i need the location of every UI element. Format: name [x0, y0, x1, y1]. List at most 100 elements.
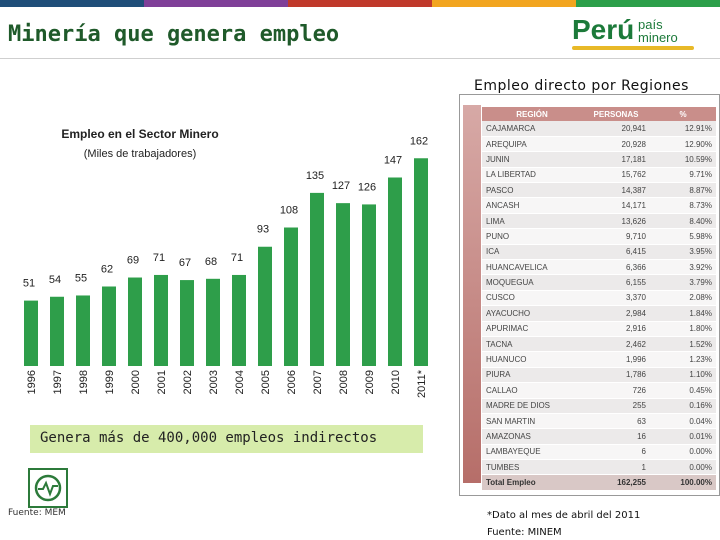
percent-cell: 0.04%	[650, 413, 716, 430]
table-row: PUNO 9,710 5.98%	[482, 228, 716, 245]
table-row: CUSCO 3,370 2.08%	[482, 290, 716, 307]
persons-cell: 6,155	[582, 274, 650, 291]
table-side-strip	[463, 105, 481, 483]
banner-text: Genera más de 400,000 empleos indirectos	[40, 430, 378, 446]
percent-cell: 0.00%	[650, 444, 716, 461]
table-row: HUANCAVELICA 6,366 3.92%	[482, 259, 716, 276]
category-label-2006: 2006	[286, 370, 298, 394]
mem-emblem-icon	[34, 474, 62, 502]
top-bar-segment	[144, 0, 288, 7]
persons-cell: 1,996	[582, 351, 650, 368]
bar-2008	[336, 203, 350, 366]
column-header-region: REGIÓN	[482, 107, 582, 121]
bar-2007	[310, 192, 324, 366]
percent-cell: 12.91%	[650, 121, 716, 137]
logo-line2: minero	[638, 30, 678, 45]
page-title: Minería que genera empleo	[8, 22, 340, 47]
regions-table-panel: REGIÓN PERSONAS % CAJAMARCA 20,941 12.91% A…	[459, 94, 720, 496]
bar-2003	[206, 278, 220, 366]
table-header-row: REGIÓN PERSONAS %	[482, 107, 716, 121]
value-label-1996: 51	[23, 278, 35, 290]
persons-cell: 13,626	[582, 213, 650, 230]
region-cell: LA LIBERTAD	[482, 167, 582, 184]
bar-2002	[180, 280, 194, 366]
persons-cell: 1	[582, 459, 650, 476]
percent-cell: 0.00%	[650, 459, 716, 476]
column-header-percent: %	[650, 107, 716, 121]
region-cell: JUNIN	[482, 151, 582, 168]
bar-1997	[50, 296, 64, 366]
top-bar-segment	[0, 0, 144, 7]
percent-cell: 0.16%	[650, 398, 716, 414]
category-label-2010: 2010	[390, 370, 402, 394]
persons-cell: 16	[582, 428, 650, 445]
source-left: Fuente: MEM	[8, 508, 66, 518]
regions-table-body: CAJAMARCA 20,941 12.91% AREQUIPA 20,928 12.90…	[482, 121, 716, 491]
table-row: TACNA 2,462 1.52%	[482, 336, 716, 353]
region-cell: TACNA	[482, 336, 582, 353]
category-label-2005: 2005	[260, 370, 272, 394]
bar-1999	[102, 286, 116, 366]
percent-cell: 12.90%	[650, 136, 716, 153]
table-row: JUNIN 17,181 10.59%	[482, 151, 716, 168]
region-cell: HUANUCO	[482, 351, 582, 368]
percent-cell: 1.80%	[650, 321, 716, 337]
top-color-bar	[0, 0, 720, 7]
value-label-1999: 62	[101, 263, 113, 275]
table-row: ICA 6,415 3.95%	[482, 244, 716, 261]
region-cell: CUSCO	[482, 290, 582, 307]
table-row: AREQUIPA 20,928 12.90%	[482, 136, 716, 153]
category-label-2004: 2004	[234, 370, 246, 394]
region-cell: MOQUEGUA	[482, 274, 582, 291]
source-right: Fuente: MINEM	[487, 527, 562, 538]
total-percent: 100.00%	[650, 474, 716, 491]
persons-cell: 20,941	[582, 121, 650, 137]
region-cell: ANCASH	[482, 197, 582, 214]
table-row: LA LIBERTAD 15,762 9.71%	[482, 167, 716, 184]
top-bar-segment	[288, 0, 432, 7]
chart-subtitle: (Miles de trabajadores)	[84, 148, 197, 160]
value-label-2008: 127	[332, 180, 350, 192]
value-label-2006: 108	[280, 205, 298, 217]
value-label-2009: 126	[358, 181, 376, 193]
category-label-1998: 1998	[78, 370, 90, 394]
category-label-2011*: 2011*	[416, 369, 428, 398]
percent-cell: 0.01%	[650, 428, 716, 445]
persons-cell: 255	[582, 398, 650, 414]
category-label-1999: 1999	[104, 370, 116, 394]
value-label-1997: 54	[49, 274, 61, 286]
persons-cell: 6	[582, 444, 650, 461]
footnote: *Dato al mes de abril del 2011	[487, 510, 641, 521]
percent-cell: 1.52%	[650, 336, 716, 353]
region-cell: LIMA	[482, 213, 582, 230]
region-cell: TUMBES	[482, 459, 582, 476]
value-label-2007: 135	[306, 170, 324, 182]
region-cell: SAN MARTIN	[482, 413, 582, 430]
category-label-2009: 2009	[364, 370, 376, 394]
table-row: HUANUCO 1,996 1.23%	[482, 351, 716, 368]
persons-cell: 2,916	[582, 321, 650, 337]
percent-cell: 9.71%	[650, 167, 716, 184]
percent-cell: 10.59%	[650, 151, 716, 168]
value-label-2002: 67	[179, 257, 191, 269]
mem-logo	[28, 468, 68, 508]
table-row: AMAZONAS 16 0.01%	[482, 428, 716, 445]
value-label-2004: 71	[231, 252, 243, 264]
percent-cell: 8.40%	[650, 213, 716, 230]
percent-cell: 1.10%	[650, 367, 716, 384]
category-label-2008: 2008	[338, 370, 350, 394]
total-persons: 162,255	[582, 474, 650, 491]
table-row: CALLAO 726 0.45%	[482, 382, 716, 399]
region-cell: CALLAO	[482, 382, 582, 399]
logo-line1: país	[638, 17, 663, 32]
persons-cell: 1,786	[582, 367, 650, 384]
region-cell: AMAZONAS	[482, 428, 582, 445]
region-cell: PUNO	[482, 228, 582, 245]
region-cell: AYACUCHO	[482, 305, 582, 322]
employment-chart: Empleo en el Sector Minero (Miles de tra…	[20, 112, 440, 412]
persons-cell: 63	[582, 413, 650, 430]
percent-cell: 0.45%	[650, 382, 716, 399]
persons-cell: 20,928	[582, 136, 650, 153]
percent-cell: 5.98%	[650, 228, 716, 245]
peru-pais-minero-logo: Perú país minero	[572, 12, 702, 52]
